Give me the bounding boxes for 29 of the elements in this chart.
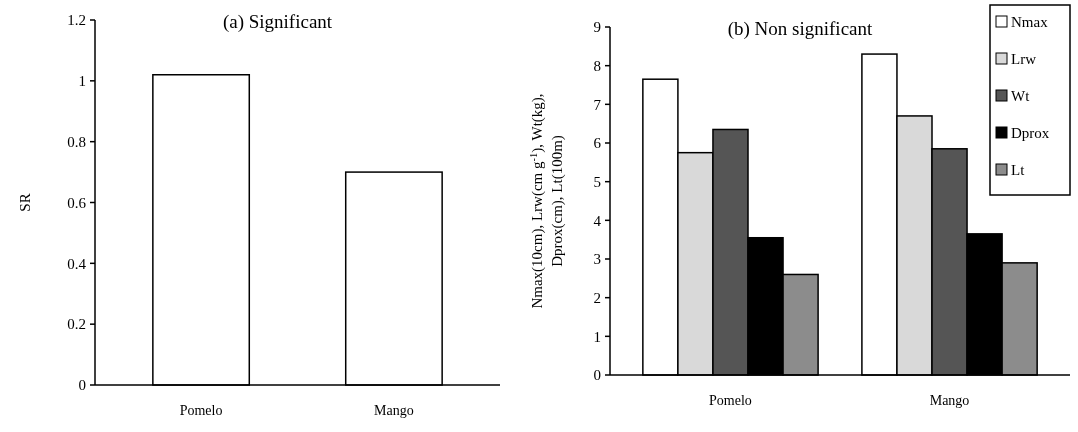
legend-label: Wt xyxy=(1011,88,1031,104)
y-tick-label: 2 xyxy=(593,289,601,306)
x-tick-label: Mango xyxy=(374,403,414,418)
y-tick-label: 5 xyxy=(593,173,601,190)
y-tick-label: 4 xyxy=(593,212,602,229)
legend-label: Lt xyxy=(1011,162,1026,178)
x-tick-label: Pomelo xyxy=(179,403,223,418)
y-tick-label: 0 xyxy=(593,367,601,384)
y-axis-title: SR xyxy=(17,193,33,212)
y-tick-label: 1.2 xyxy=(67,12,86,29)
y-tick-label: 9 xyxy=(593,19,601,36)
y-tick-label: 1 xyxy=(78,73,86,90)
y-tick-label: 0.2 xyxy=(67,316,86,333)
chart-title: (b) Non significant xyxy=(727,18,874,40)
y-tick-label: 6 xyxy=(593,135,602,152)
y-tick-label: 8 xyxy=(593,57,601,74)
y-tick-label: 3 xyxy=(593,251,601,268)
x-tick-label: Pomelo xyxy=(709,393,752,408)
y-tick-label: 1 xyxy=(593,328,601,345)
y-tick-label: 0 xyxy=(78,377,86,394)
legend-label: Nmax xyxy=(1011,14,1049,30)
x-tick-label: Mango xyxy=(929,393,970,408)
chart-title: (a) Significant xyxy=(222,11,333,33)
legend-label: Lrw xyxy=(1011,51,1037,67)
y-tick-label: 0.8 xyxy=(67,133,86,150)
legend-label: Dprox xyxy=(1011,125,1050,141)
y-tick-label: 7 xyxy=(593,96,602,113)
y-tick-label: 0.6 xyxy=(67,194,87,211)
y-tick-label: 0.4 xyxy=(67,255,87,272)
